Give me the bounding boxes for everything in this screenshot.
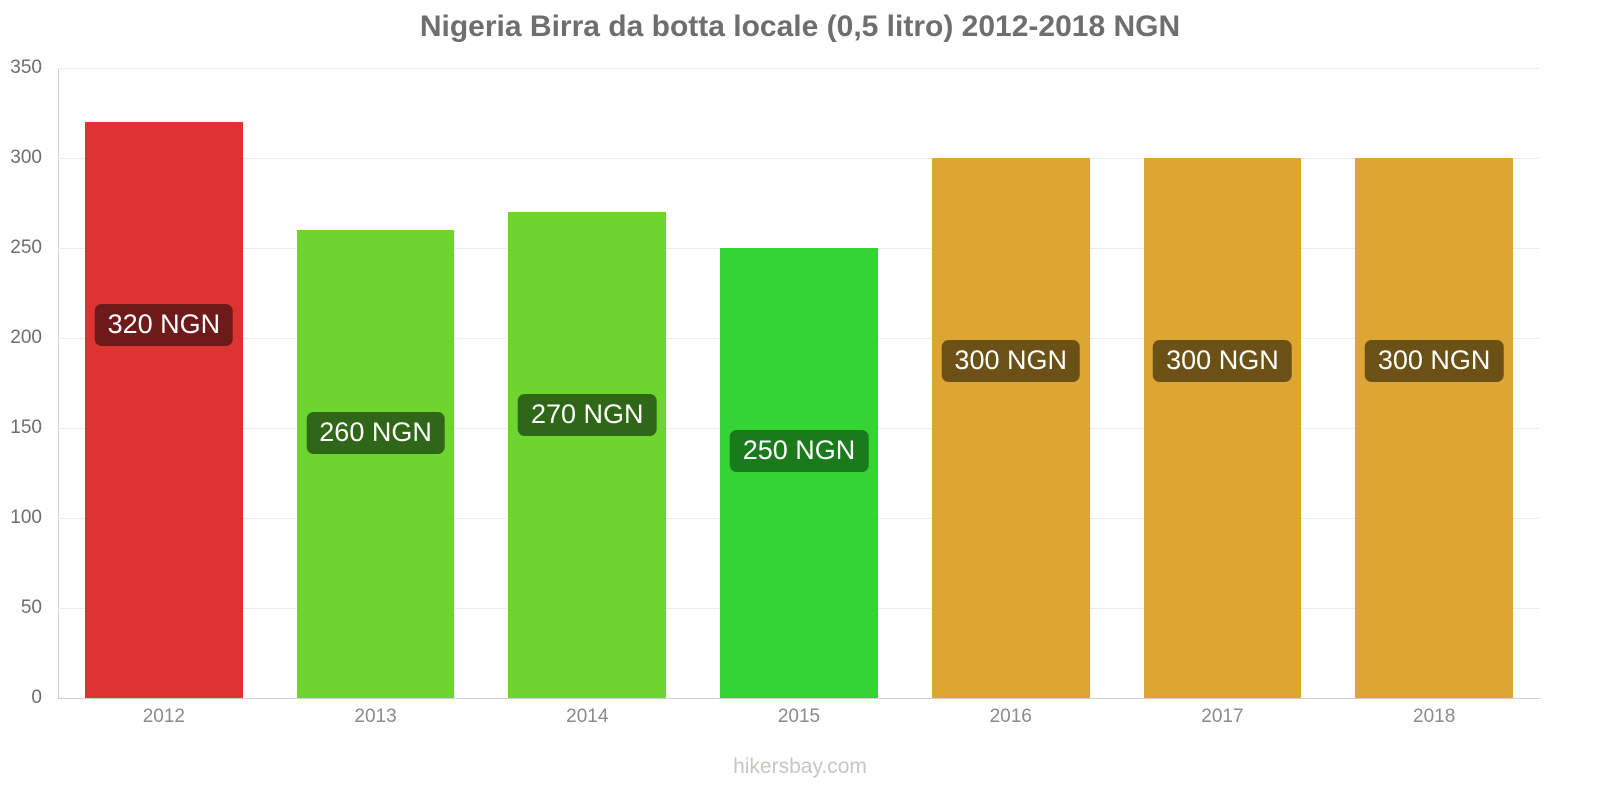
bar-slot: 320 NGN xyxy=(84,68,243,698)
bar-value-label: 320 NGN xyxy=(94,303,234,346)
bar[interactable] xyxy=(508,212,667,698)
bar-value-label: 260 NGN xyxy=(306,411,445,454)
bar-slot: 300 NGN xyxy=(1143,68,1302,698)
bar-value-label: 270 NGN xyxy=(518,393,657,436)
x-axis-tick-label: 2016 xyxy=(989,706,1032,727)
source-credit: hikersbay.com xyxy=(733,755,867,778)
bar-value-label: 250 NGN xyxy=(729,429,869,472)
bar-slot: 300 NGN xyxy=(1355,68,1513,698)
y-axis-line xyxy=(58,68,59,698)
x-axis-tick-labels: 2012 2013 2014 2015 2016 2017 2018 xyxy=(58,706,1540,740)
bar[interactable] xyxy=(296,230,455,698)
bar-value-label: 300 NGN xyxy=(1364,339,1504,382)
bar[interactable] xyxy=(1355,158,1513,698)
y-axis-tick-labels: 0 50 100 150 200 250 300 350 xyxy=(0,57,50,708)
gridline xyxy=(58,68,1540,69)
bar-slot: 270 NGN xyxy=(508,68,667,698)
y-axis-tick-label: 100 xyxy=(10,507,42,528)
y-axis-tick-label: 350 xyxy=(10,57,42,78)
bar-slot: 300 NGN xyxy=(931,68,1090,698)
bar-slot: 250 NGN xyxy=(720,68,878,698)
x-axis-tick-label: 2014 xyxy=(566,706,609,727)
bar-slot: 260 NGN xyxy=(296,68,455,698)
bar[interactable] xyxy=(1143,158,1302,698)
bar-value-label: 300 NGN xyxy=(1153,339,1292,382)
x-axis-tick-label: 2015 xyxy=(777,706,821,727)
y-axis-tick-label: 200 xyxy=(10,327,42,348)
bar[interactable] xyxy=(931,158,1090,698)
page-title: Nigeria Birra da botta locale (0,5 litro… xyxy=(419,10,1181,43)
bar-value-label: 300 NGN xyxy=(941,339,1080,382)
y-axis-tick-label: 50 xyxy=(20,597,42,618)
y-axis-tick-label: 250 xyxy=(10,237,42,258)
y-axis-tick-label: 0 xyxy=(31,687,42,708)
y-axis-tick-label: 150 xyxy=(10,417,42,438)
y-axis-tick-label: 300 xyxy=(10,147,42,168)
gridline xyxy=(58,698,1540,699)
x-axis-tick-label: 2017 xyxy=(1201,706,1244,727)
bars-layer: 320 NGN 260 NGN 270 NGN 250 NGN 300 NGN 300 N… xyxy=(58,68,1540,698)
gridline xyxy=(58,158,1540,159)
bar[interactable] xyxy=(84,122,243,698)
x-axis-tick-label: 2012 xyxy=(142,706,185,727)
plot-area: 320 NGN 260 NGN 270 NGN 250 NGN 300 NGN 300 N… xyxy=(58,68,1540,699)
x-axis-tick-label: 2018 xyxy=(1413,706,1456,727)
bar[interactable] xyxy=(720,248,878,698)
x-axis-tick-label: 2013 xyxy=(354,706,397,727)
